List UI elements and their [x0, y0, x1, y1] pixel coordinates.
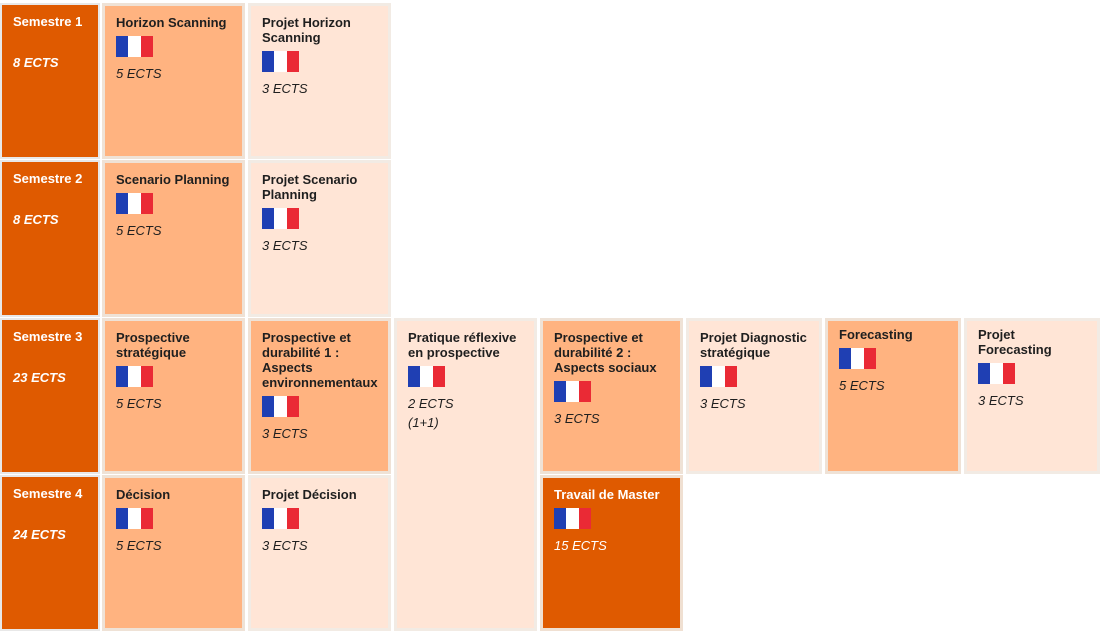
course-title: Décision [116, 487, 171, 502]
french-flag-icon [116, 36, 153, 57]
french-flag-icon [262, 51, 299, 72]
course-title: Prospective stratégique [116, 330, 190, 360]
course-forecasting[interactable]: Forecasting 5 ECTS [825, 318, 961, 474]
french-flag-icon [408, 366, 445, 387]
course-ects: 3 ECTS [978, 393, 1024, 408]
course-title: Forecasting [839, 327, 913, 342]
course-ects: 5 ECTS [116, 66, 162, 81]
course-ects: 3 ECTS [554, 411, 600, 426]
course-title: Projet Décision [262, 487, 357, 502]
course-ects-note: (1+1) [408, 415, 439, 430]
course-title: Prospective et durabilité 1 : Aspects en… [262, 330, 378, 390]
course-projet-decision[interactable]: Projet Décision 3 ECTS [248, 475, 391, 631]
course-title: Projet Scenario Planning [262, 172, 358, 202]
semester-1-header: Semestre 1 8 ECTS [0, 3, 100, 159]
semester-ects: 8 ECTS [13, 55, 59, 70]
course-ects: 3 ECTS [262, 81, 308, 96]
course-ects: 3 ECTS [262, 538, 308, 553]
course-projet-scenario-planning[interactable]: Projet Scenario Planning 3 ECTS [248, 160, 391, 317]
semester-title: Semestre 1 [13, 14, 83, 29]
course-travail-master[interactable]: Travail de Master 15 ECTS [540, 475, 683, 631]
course-title: Pratique réflexive en prospective [408, 330, 517, 360]
french-flag-icon [839, 348, 876, 369]
semester-title: Semestre 3 [13, 329, 83, 344]
course-prospective-durabilite-2[interactable]: Prospective et durabilité 2 : Aspects so… [540, 318, 683, 474]
course-title: Horizon Scanning [116, 15, 227, 30]
course-ects: 2 ECTS [408, 396, 454, 411]
course-ects: 5 ECTS [116, 396, 162, 411]
semester-ects: 24 ECTS [13, 527, 66, 542]
course-title: Projet Horizon Scanning [262, 15, 351, 45]
course-ects: 3 ECTS [262, 238, 308, 253]
course-projet-forecasting[interactable]: Projet Forecasting 3 ECTS [964, 318, 1100, 474]
french-flag-icon [978, 363, 1015, 384]
course-decision[interactable]: Décision 5 ECTS [102, 475, 245, 631]
semester-ects: 23 ECTS [13, 370, 66, 385]
french-flag-icon [262, 208, 299, 229]
course-title: Prospective et durabilité 2 : Aspects so… [554, 330, 657, 375]
french-flag-icon [554, 381, 591, 402]
french-flag-icon [116, 508, 153, 529]
course-horizon-scanning[interactable]: Horizon Scanning 5 ECTS [102, 3, 245, 159]
course-title: Scenario Planning [116, 172, 230, 187]
semester-title: Semestre 4 [13, 486, 83, 501]
semester-4-header: Semestre 4 24 ECTS [0, 475, 100, 631]
course-prospective-strategique[interactable]: Prospective stratégique 5 ECTS [102, 318, 245, 474]
french-flag-icon [700, 366, 737, 387]
french-flag-icon [116, 366, 153, 387]
course-title: Projet Diagnostic stratégique [700, 330, 807, 360]
french-flag-icon [554, 508, 591, 529]
course-ects: 5 ECTS [839, 378, 885, 393]
course-ects: 5 ECTS [116, 538, 162, 553]
french-flag-icon [116, 193, 153, 214]
french-flag-icon [262, 396, 299, 417]
course-pratique-reflexive[interactable]: Pratique réflexive en prospective 2 ECTS… [394, 318, 537, 631]
course-ects: 5 ECTS [116, 223, 162, 238]
course-title: Projet Forecasting [978, 327, 1052, 357]
course-title: Travail de Master [554, 487, 660, 502]
semester-2-header: Semestre 2 8 ECTS [0, 160, 100, 317]
course-prospective-durabilite-1[interactable]: Prospective et durabilité 1 : Aspects en… [248, 318, 391, 474]
course-projet-horizon-scanning[interactable]: Projet Horizon Scanning 3 ECTS [248, 3, 391, 159]
semester-ects: 8 ECTS [13, 212, 59, 227]
course-ects: 15 ECTS [554, 538, 607, 553]
course-ects: 3 ECTS [262, 426, 308, 441]
course-ects: 3 ECTS [700, 396, 746, 411]
french-flag-icon [262, 508, 299, 529]
course-scenario-planning[interactable]: Scenario Planning 5 ECTS [102, 160, 245, 317]
semester-3-header: Semestre 3 23 ECTS [0, 318, 100, 474]
semester-title: Semestre 2 [13, 171, 83, 186]
course-projet-diagnostic[interactable]: Projet Diagnostic stratégique 3 ECTS [686, 318, 822, 474]
